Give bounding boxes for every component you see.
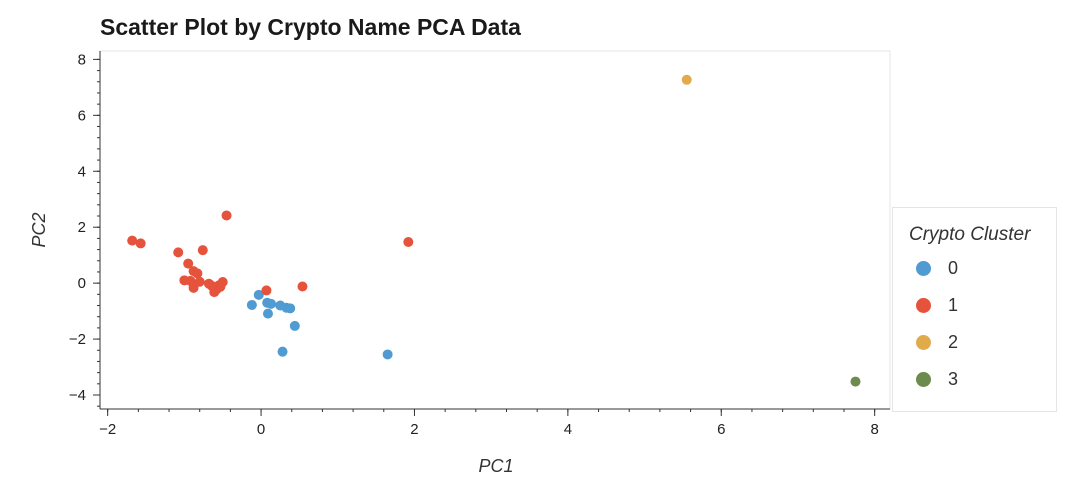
y-tick-label: 6	[78, 107, 86, 124]
x-axis-label: PC1	[478, 456, 513, 476]
data-point-cluster-3	[850, 376, 861, 387]
data-point-cluster-0	[253, 289, 264, 300]
data-point-cluster-0	[277, 346, 288, 357]
legend-label: 3	[948, 369, 959, 389]
x-tick-label: −2	[99, 421, 116, 438]
data-point-cluster-1	[135, 238, 146, 249]
x-tick-label: 0	[257, 421, 265, 438]
x-tick-label: 6	[717, 421, 725, 438]
x-tick-label: 8	[870, 421, 878, 438]
data-point-cluster-1	[221, 210, 232, 221]
data-point-cluster-0	[382, 349, 393, 360]
y-axis-label: PC2	[29, 212, 49, 247]
data-point-cluster-0	[285, 303, 296, 314]
data-point-cluster-1	[173, 247, 184, 258]
legend-label: 1	[948, 295, 959, 315]
legend: Crypto Cluster 0 1 2 3	[892, 207, 1057, 412]
y-tick-label: 2	[78, 219, 86, 236]
data-point-cluster-0	[262, 308, 273, 319]
legend-marker	[916, 335, 931, 350]
legend-label: 2	[948, 332, 959, 352]
data-point-cluster-1	[297, 281, 308, 292]
data-point-cluster-1	[194, 276, 205, 287]
y-tick-label: 8	[78, 51, 86, 68]
x-tick-label: 2	[410, 421, 418, 438]
x-tick-label: 4	[564, 421, 572, 438]
legend-marker	[916, 298, 931, 313]
y-tick-label: −2	[69, 331, 86, 348]
data-point-cluster-0	[289, 320, 300, 331]
chart-title: Scatter Plot by Crypto Name PCA Data	[100, 14, 521, 40]
legend-marker	[916, 372, 931, 387]
y-tick-label: −4	[69, 387, 86, 404]
data-point-cluster-0	[246, 299, 257, 310]
legend-title: Crypto Cluster	[909, 224, 1031, 245]
y-tick-label: 0	[78, 275, 86, 292]
data-point-cluster-0	[266, 298, 277, 309]
data-point-cluster-1	[183, 258, 194, 269]
data-point-cluster-1	[215, 281, 226, 292]
data-point-cluster-2	[681, 74, 692, 85]
data-point-cluster-1	[197, 245, 208, 256]
data-point-cluster-1	[403, 237, 414, 248]
y-tick-label: 4	[78, 163, 86, 180]
legend-label: 0	[948, 258, 959, 278]
data-point-cluster-1	[127, 235, 138, 246]
data-point-cluster-1	[188, 282, 199, 293]
legend-marker	[916, 261, 931, 276]
data-point-cluster-1	[261, 285, 272, 296]
data-point-cluster-1	[192, 268, 203, 279]
